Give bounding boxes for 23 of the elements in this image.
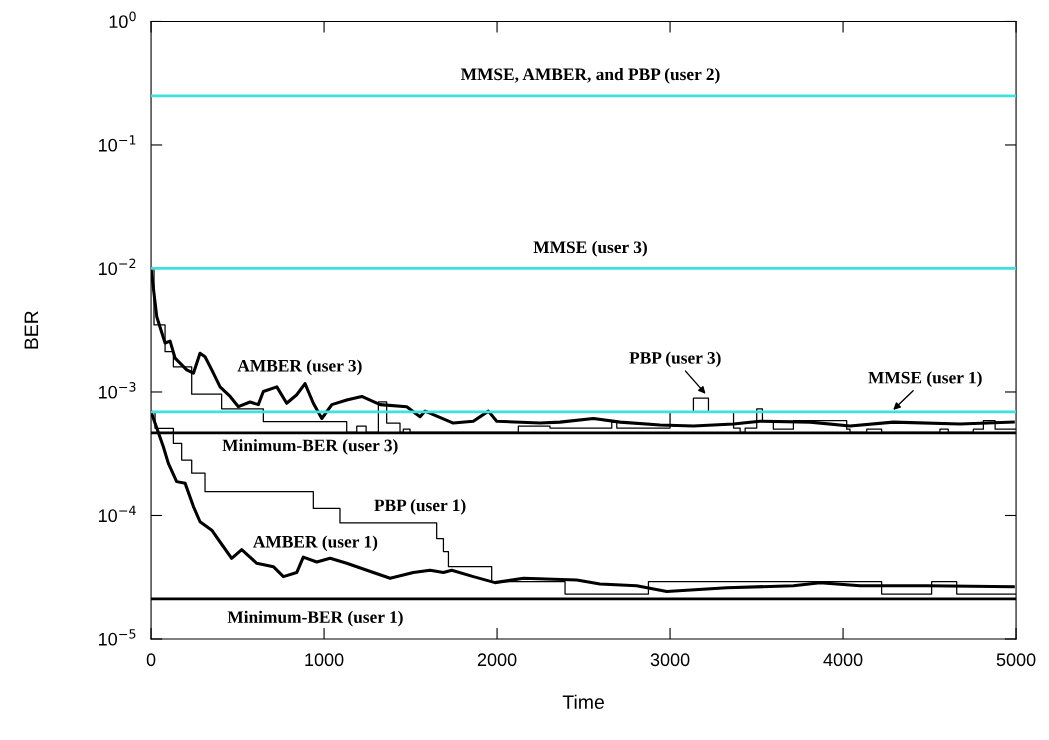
series-label: AMBER (user 3) (237, 359, 362, 376)
x-tick-label: 4000 (823, 653, 863, 667)
series-label: AMBER (user 1) (253, 535, 378, 552)
x-tick-label: 5000 (996, 653, 1036, 667)
ref-line-label: Minimum-BER (user 1) (227, 610, 403, 627)
ref-line-label: MMSE (user 1) (868, 371, 982, 388)
y-tick-label: 10$^{−5}$ (99, 629, 136, 646)
y-tick-label: 10$^{−1}$ (99, 135, 136, 152)
ref-line-label: MMSE, AMBER, and PBP (user 2) (460, 67, 720, 84)
x-tick-label: 0 (146, 653, 156, 667)
series-label: PBP (user 1) (374, 498, 466, 515)
x-axis-title: Time (562, 694, 604, 709)
ref-line-label: Minimum-BER (user 3) (222, 439, 398, 455)
y-tick-label: 10$^{−2}$ (99, 258, 136, 276)
x-tick-label: 1000 (305, 653, 344, 667)
y-tick-label: 10$^{−3}$ (99, 382, 136, 399)
x-tick-label: 3000 (650, 653, 690, 667)
x-tick-label: 2000 (477, 653, 517, 667)
ref-line-label: MMSE (user 3) (533, 240, 647, 257)
series-label: PBP (user 3) (629, 351, 721, 368)
y-tick-label: 10$^{−4}$ (99, 505, 136, 523)
y-tick-label: 10$^{0}$ (109, 11, 136, 29)
y-axis-title: BER (24, 311, 39, 349)
